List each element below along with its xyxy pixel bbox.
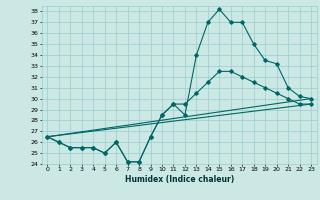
X-axis label: Humidex (Indice chaleur): Humidex (Indice chaleur) bbox=[124, 175, 234, 184]
